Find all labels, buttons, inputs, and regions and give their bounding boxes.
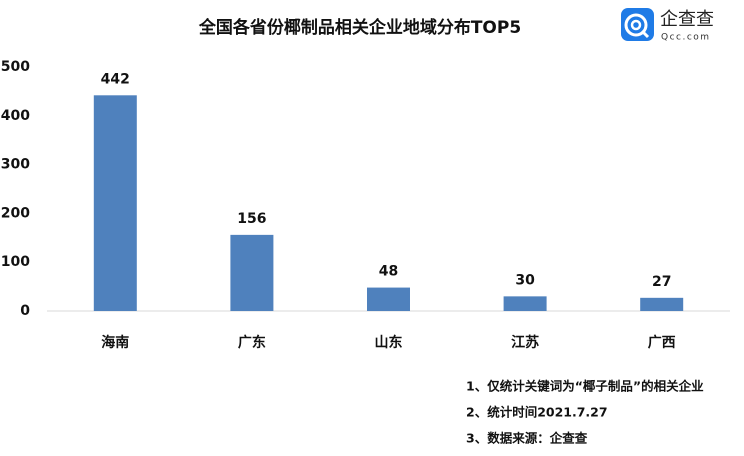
x-tick-label: 广东 [238,334,266,351]
brand-name: 企查查 [660,9,714,30]
brand-url: Qcc.com [661,33,711,43]
y-tick-label: 300 [1,157,30,173]
value-label: 442 [101,71,130,87]
bar [367,287,410,311]
bar [93,95,137,311]
logo-ring-inner [630,19,642,31]
y-tick-label: 400 [1,108,30,124]
x-tick-label: 山东 [375,334,403,351]
value-label: 27 [652,274,671,290]
footnote: 1、仅统计关键词为“椰子制品”的相关企业 [466,379,704,394]
chart-title: 全国各省份椰制品相关企业地域分布TOP5 [198,17,521,38]
footnote: 2、统计时间2021.7.27 [466,405,608,420]
footnote: 3、数据来源：企查查 [466,431,588,446]
value-label: 156 [237,211,266,227]
y-tick-label: 200 [1,205,30,221]
logo-ring [624,13,648,37]
bar [230,234,274,311]
y-tick-label: 100 [1,254,30,270]
logo-tail [640,29,650,39]
y-tick-label: 0 [20,303,30,319]
bar [640,297,684,311]
brand-logo: 企查查 Qcc.com [621,8,714,43]
x-tick-label: 广西 [648,334,676,351]
bar [503,296,547,311]
x-tick-label: 江苏 [511,334,539,351]
y-tick-label: 500 [1,59,30,75]
value-label: 48 [379,264,398,280]
x-tick-label: 海南 [101,334,129,351]
value-label: 30 [515,272,535,288]
